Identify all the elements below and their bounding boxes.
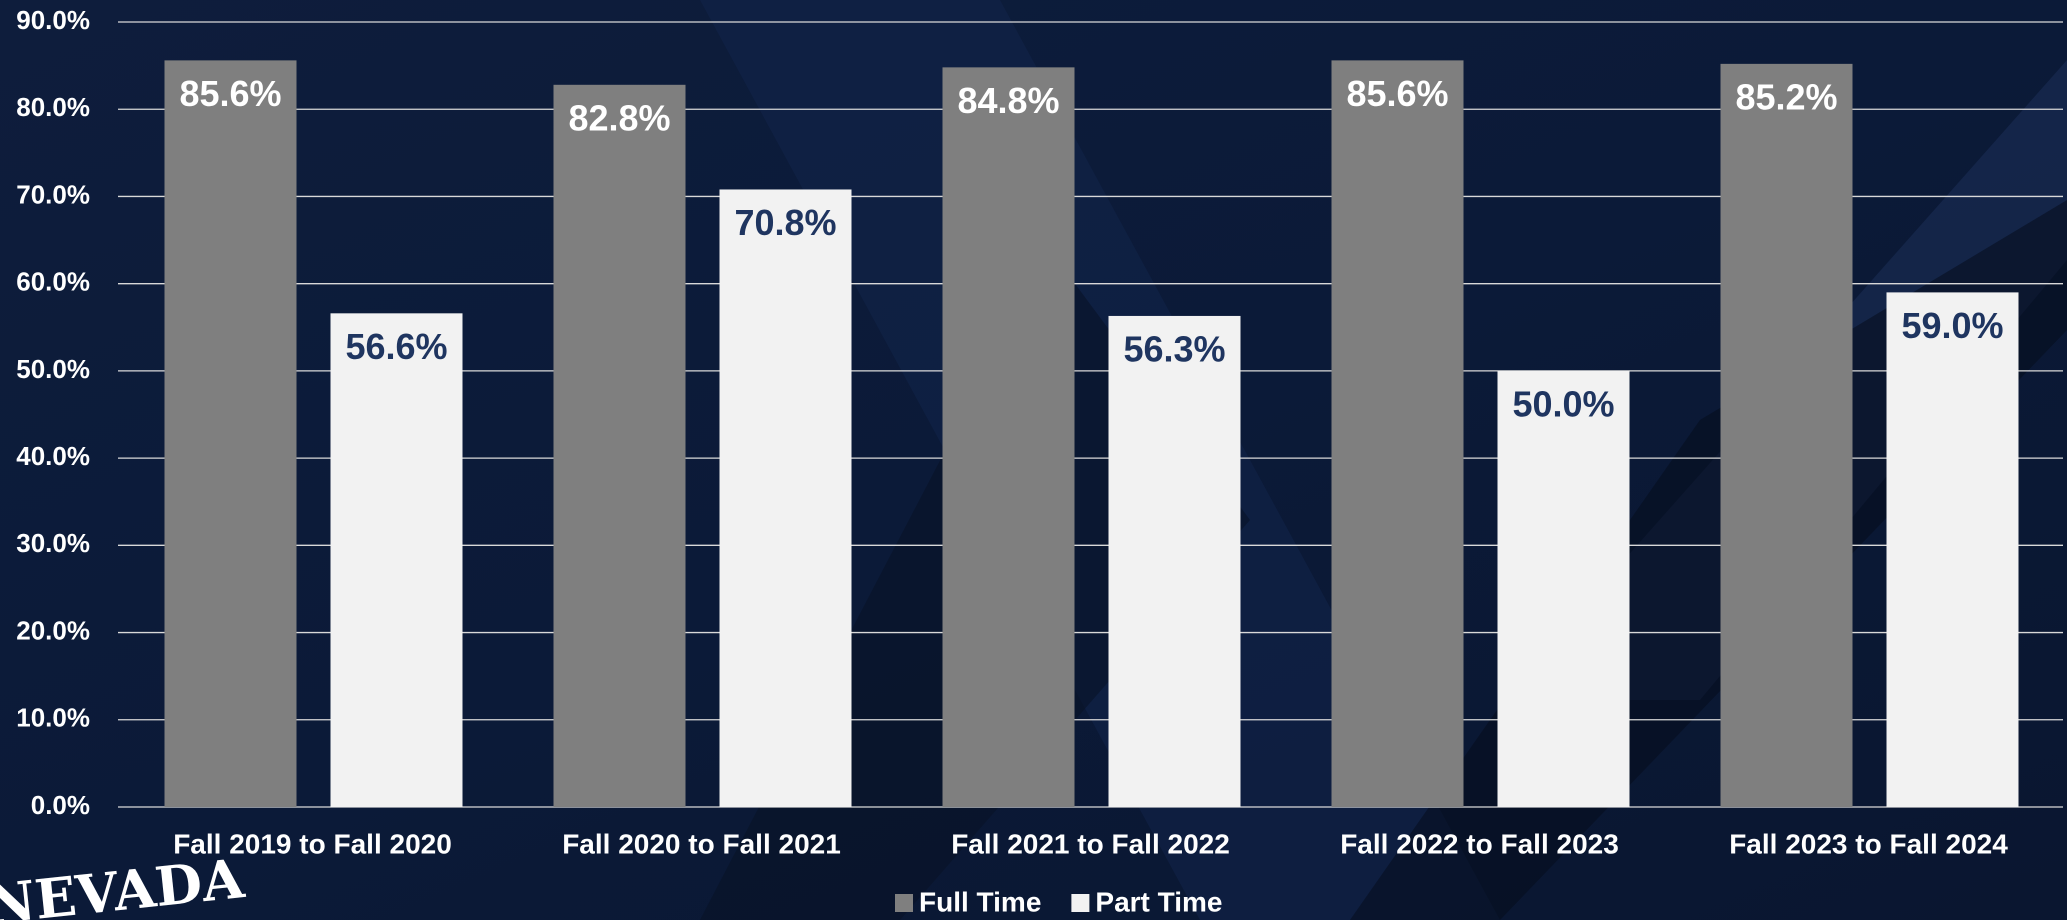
data-label: 85.6% — [1346, 73, 1448, 114]
bar — [1886, 292, 2019, 807]
bar — [942, 67, 1075, 808]
x-tick-label: Fall 2019 to Fall 2020 — [173, 828, 452, 859]
x-tick-label: Fall 2023 to Fall 2024 — [1729, 828, 2008, 859]
data-label: 56.6% — [345, 326, 447, 367]
data-label: 70.8% — [734, 202, 836, 243]
y-tick-label: 0.0% — [31, 790, 90, 820]
bar — [1108, 315, 1241, 807]
y-tick-label: 40.0% — [16, 441, 90, 471]
legend-swatch — [1071, 894, 1090, 912]
bar — [330, 313, 463, 807]
data-label: 82.8% — [568, 97, 670, 138]
data-label: 56.3% — [1123, 328, 1225, 369]
x-tick-label: Fall 2020 to Fall 2021 — [562, 828, 841, 859]
bar — [719, 189, 852, 807]
y-tick-label: 50.0% — [16, 354, 90, 384]
bar — [1720, 63, 1853, 808]
y-tick-label: 20.0% — [16, 615, 90, 645]
y-tick-label: 90.0% — [16, 5, 90, 35]
y-tick-label: 70.0% — [16, 179, 90, 209]
x-tick-label: Fall 2022 to Fall 2023 — [1340, 828, 1619, 859]
y-tick-label: 10.0% — [16, 703, 90, 733]
data-label: 59.0% — [1901, 305, 2003, 346]
y-tick-label: 30.0% — [16, 528, 90, 558]
data-label: 85.2% — [1735, 76, 1837, 117]
bar — [164, 60, 297, 807]
bar — [1497, 370, 1630, 807]
data-label: 50.0% — [1512, 383, 1614, 424]
data-label: 85.6% — [179, 73, 281, 114]
data-label: 84.8% — [957, 80, 1059, 121]
bar — [553, 84, 686, 808]
y-tick-label: 80.0% — [16, 92, 90, 122]
x-tick-label: Fall 2021 to Fall 2022 — [951, 828, 1230, 859]
y-tick-label: 60.0% — [16, 267, 90, 297]
legend-label: Full Time — [919, 886, 1041, 917]
bar — [1331, 60, 1464, 807]
legend-label: Part Time — [1095, 886, 1222, 917]
legend-swatch — [895, 894, 913, 912]
